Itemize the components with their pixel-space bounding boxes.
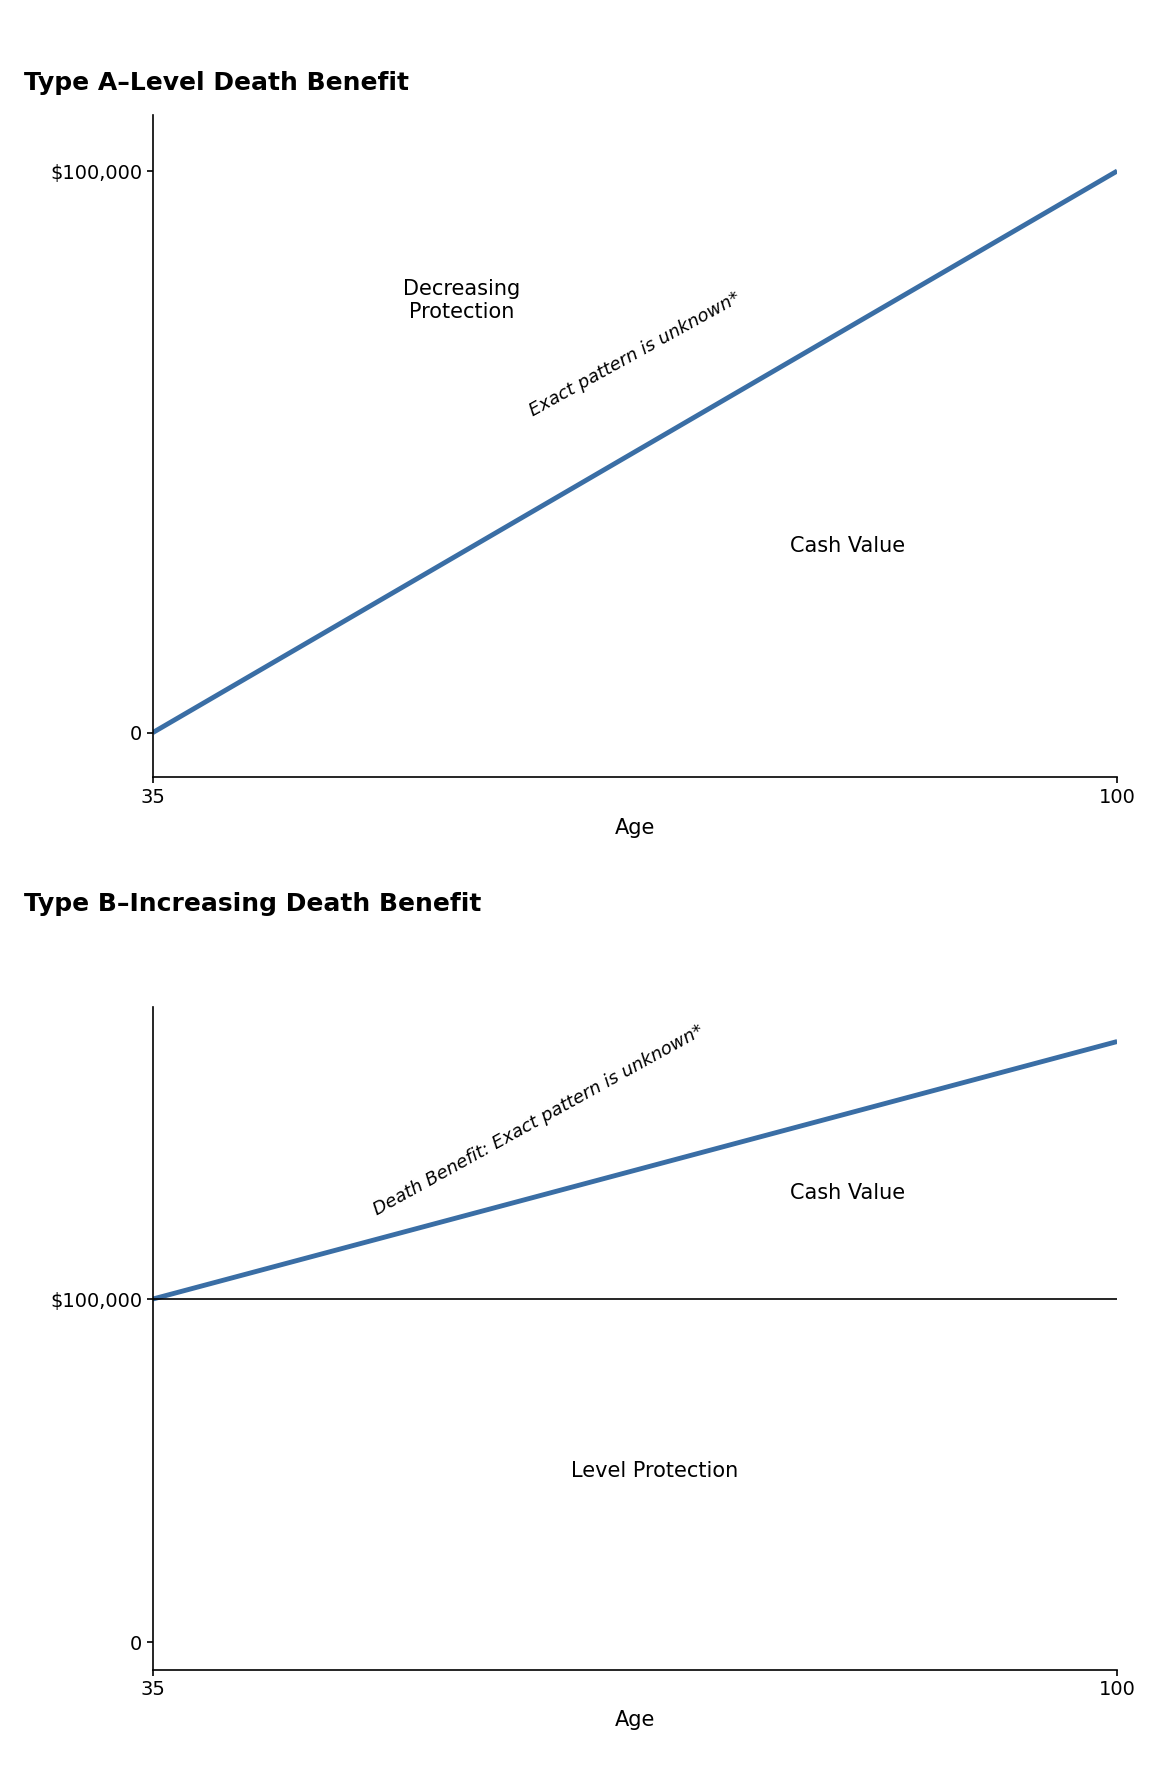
Text: Exact pattern is unknown*: Exact pattern is unknown* xyxy=(527,288,743,421)
Text: Level Protection: Level Protection xyxy=(570,1461,739,1481)
Text: Death Benefit: Exact pattern is unknown*: Death Benefit: Exact pattern is unknown* xyxy=(370,1021,707,1219)
Text: Type B–Increasing Death Benefit: Type B–Increasing Death Benefit xyxy=(24,892,481,917)
X-axis label: Age: Age xyxy=(615,1710,655,1730)
Text: Cash Value: Cash Value xyxy=(789,1182,904,1203)
Text: Decreasing
Protection: Decreasing Protection xyxy=(403,279,520,322)
X-axis label: Age: Age xyxy=(615,818,655,838)
Text: Cash Value: Cash Value xyxy=(789,535,904,555)
Text: Type A–Level Death Benefit: Type A–Level Death Benefit xyxy=(24,71,408,95)
